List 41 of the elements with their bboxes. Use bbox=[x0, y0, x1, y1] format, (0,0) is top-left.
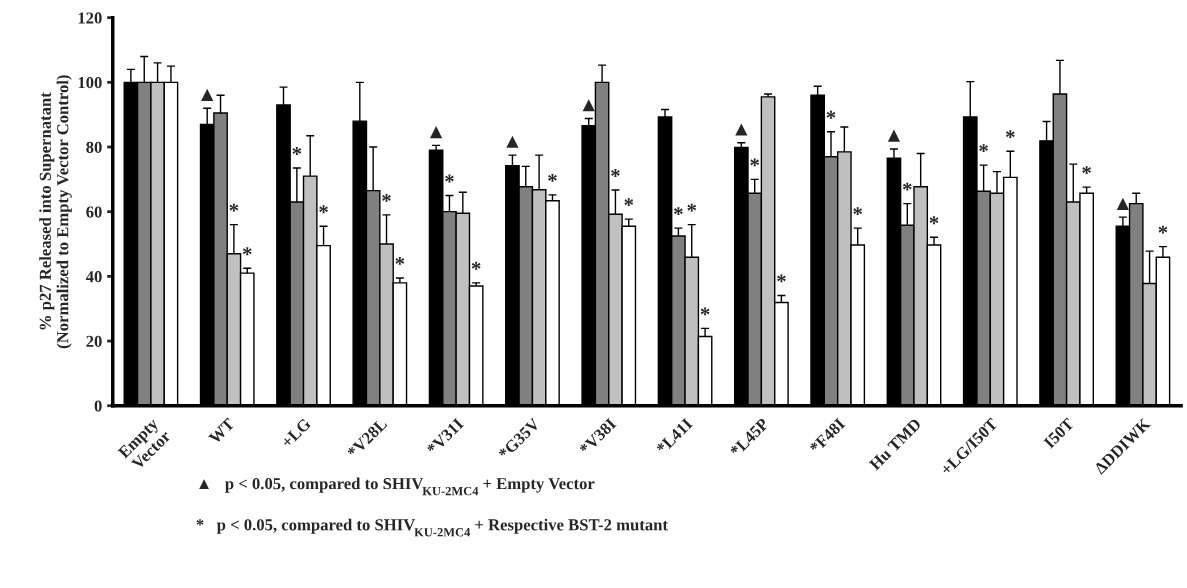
y-tick-label: 120 bbox=[78, 12, 102, 24]
y-tick-label: 60 bbox=[86, 206, 102, 218]
data-label: * bbox=[445, 174, 454, 183]
y-tick-label: 80 bbox=[86, 141, 102, 153]
y-tick-label: 100 bbox=[78, 77, 102, 89]
data-label: * bbox=[929, 216, 939, 225]
data-label: ▲ bbox=[201, 88, 214, 101]
data-label: ▲ bbox=[735, 123, 748, 136]
data-label: * bbox=[902, 182, 912, 191]
y-axis-title: % p27 Released into Supernatant (Normalized to Empty Vector Control) bbox=[39, 75, 72, 349]
data-label: * bbox=[395, 257, 405, 265]
data-label: * bbox=[777, 274, 786, 283]
data-label: * bbox=[548, 173, 557, 182]
data-label: ▲ bbox=[582, 99, 595, 112]
data-label: * bbox=[229, 203, 239, 212]
data-label: * bbox=[853, 207, 863, 216]
data-label: * bbox=[1158, 225, 1168, 234]
data-label: * bbox=[1005, 130, 1015, 139]
y-tick-label: 20 bbox=[86, 335, 102, 347]
y-tick-label: 0 bbox=[94, 400, 102, 412]
data-label: * bbox=[979, 144, 988, 153]
data-label: * bbox=[1082, 166, 1091, 174]
data-label: * bbox=[826, 110, 836, 119]
data-label: * bbox=[750, 158, 760, 167]
data-label: * bbox=[611, 169, 620, 177]
data-label: * bbox=[242, 247, 252, 256]
data-label: * bbox=[624, 198, 634, 207]
data-label: * bbox=[674, 207, 683, 216]
data-label: * bbox=[292, 147, 302, 155]
data-label: * bbox=[687, 203, 697, 212]
x-tick-label: WT bbox=[208, 417, 236, 445]
y-tick-label: 40 bbox=[85, 271, 102, 283]
data-label: * bbox=[471, 261, 481, 270]
data-label: ▲ bbox=[506, 135, 519, 148]
data-label: * bbox=[319, 205, 328, 214]
data-label: ▲ bbox=[887, 129, 901, 142]
data-label: ▲ bbox=[1116, 197, 1129, 210]
x-tick-label: +LG bbox=[280, 417, 312, 449]
data-label: ▲ bbox=[430, 125, 443, 139]
data-label: * bbox=[700, 307, 710, 316]
data-label: * bbox=[382, 193, 391, 202]
